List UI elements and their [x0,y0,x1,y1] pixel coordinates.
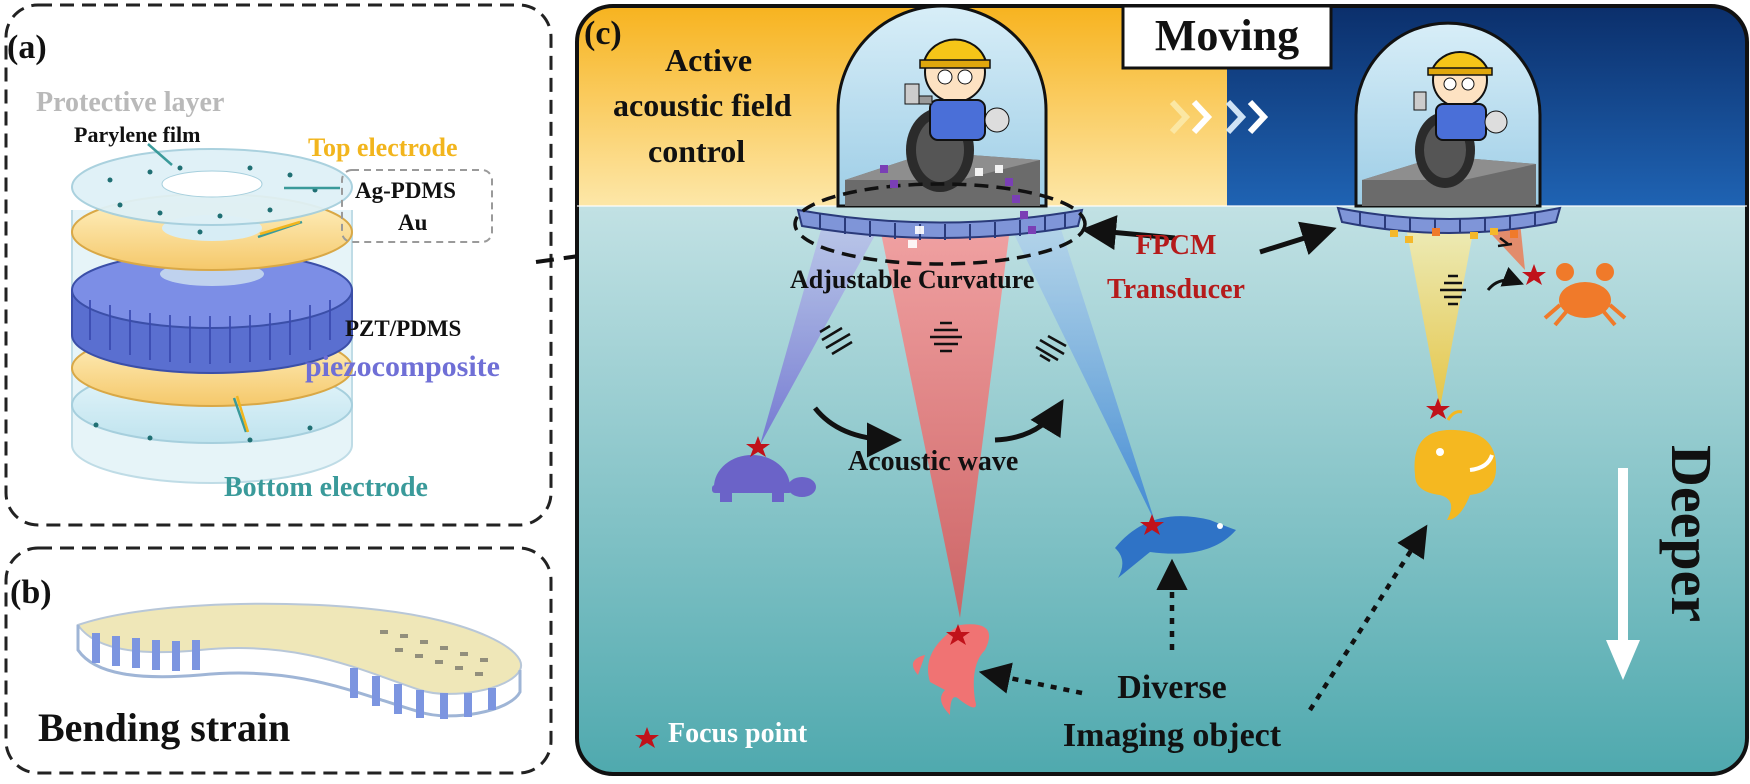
diverse-label: Diverse [1117,669,1227,706]
panel-a: (a) Protective layer Parylene film Top e… [4,3,553,527]
blue-focus-beam [1010,226,1155,522]
au-label: Au [398,210,428,235]
left-worker-dome [836,4,1048,208]
fpcm-label: FPCM [1136,230,1217,261]
protective-layer-label: Protective layer [36,87,224,118]
bending-strain-label: Bending strain [38,705,290,750]
pzt-pdms-label: PZT/PDMS [345,316,461,341]
top-electrode-leader [259,220,301,236]
panel-b-tag: (b) [10,574,52,611]
wave-arrows [813,215,1524,458]
ag-pdms-label: Ag-PDMS [355,178,456,203]
panel-c-tag: (c) [584,15,622,52]
deeper-arrow [1606,468,1640,680]
focus-stars [635,264,1546,748]
bottom-electrode-leader [235,395,250,433]
panel-b-frame [4,546,553,775]
deeper-label: Deeper [1659,445,1724,622]
transducer-label: Transducer [1107,274,1245,305]
shark-icon [912,624,990,715]
leader-lines-a [147,143,340,433]
top-electrode-label: Top electrode [308,133,458,162]
electrode-material-box [341,169,493,243]
dotted-pointer-arrows [978,524,1428,712]
piezocomposite-label: piezocomposite [305,350,500,383]
bottom-electrode-label: Bottom electrode [224,472,428,503]
bent-film-illustration [76,602,523,719]
panel-c: Moving [575,4,1749,776]
purple-focus-beam [760,226,880,445]
right-worker-dome [1354,21,1542,208]
panel-a-tag: (a) [7,29,47,66]
acoustic-wave-label: Acoustic wave [848,446,1018,477]
wave-glyphs [819,237,1513,363]
parylene-film-label: Parylene film [74,122,200,147]
whale-icon [1414,410,1497,520]
legend-focus-star [635,727,659,748]
active-control-line1: Active [665,42,752,78]
adjustable-curvature-label: Adjustable Curvature [790,265,1034,294]
yellow-focus-beam [1405,222,1475,408]
active-control-line3: control [648,133,745,169]
crab-icon [1543,263,1627,327]
focus-point-label: Focus point [668,718,808,749]
imaging-object-label: Imaging object [1063,717,1282,754]
red-focus-beam [880,228,1010,618]
panel-b: (b) Bending strain [4,546,553,775]
turtle-icon [712,455,816,502]
right-fpcm-transducer [1336,206,1562,243]
moving-chevrons [1169,99,1269,135]
moving-label: Moving [1155,11,1299,60]
active-control-line2: acoustic field [613,87,792,123]
layer-stack-illustration [71,148,353,484]
moving-box [1121,4,1333,70]
fish-icon [1115,516,1236,578]
